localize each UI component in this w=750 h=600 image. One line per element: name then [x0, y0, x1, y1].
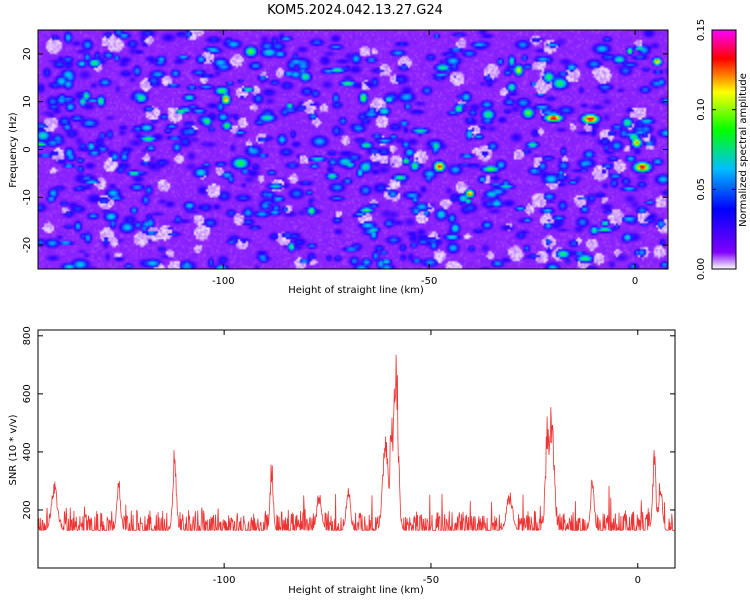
- snr-y-axis-label: SNR (10 * v/v): [8, 414, 19, 485]
- colorbar-tick-label: 0.05: [696, 178, 707, 200]
- snr-x-tick-label: -100: [213, 575, 236, 586]
- snr-y-ticks: 200 400 600 800: [22, 326, 675, 519]
- snr-y-tick-label: 400: [22, 442, 33, 461]
- heatmap-y-tick-label: 0: [22, 146, 33, 152]
- heatmap-y-tick-label: 20: [22, 48, 33, 61]
- heatmap-x-tick-label: 0: [632, 276, 638, 287]
- heatmap-panel: -100 -50 0 20 10 0 -10 -20 Height of straight …: [8, 29, 669, 296]
- heatmap-y-axis-label: Frequency (Hz): [8, 112, 19, 188]
- figure-title: KOM5.2024.042.13.27.G24: [267, 3, 443, 18]
- colorbar-gradient: [711, 29, 737, 270]
- snr-panel: -100 -50 0 200 400 600 800 Height of straight…: [8, 326, 676, 596]
- heatmap-x-axis-label: Height of straight line (km): [288, 285, 424, 296]
- snr-x-tick-label: 0: [635, 575, 641, 586]
- heatmap-y-ticks: 20 10 0 -10 -20: [22, 48, 668, 253]
- colorbar-tick-label: 0.00: [696, 258, 707, 280]
- heatmap-y-tick-label: -10: [22, 189, 33, 205]
- snr-x-tick-label: -50: [423, 575, 439, 586]
- colorbar-label: Normalized spectral amplitude: [738, 73, 749, 227]
- heatmap-y-tick-label: 10: [22, 95, 33, 108]
- colorbar-tick-label: 0.15: [696, 19, 707, 41]
- heatmap-x-tick-label: -100: [212, 276, 235, 287]
- colorbar-tick-label: 0.10: [696, 99, 707, 121]
- heatmap-x-tick-label: -50: [421, 276, 437, 287]
- snr-y-tick-label: 200: [22, 500, 33, 519]
- snr-y-tick-label: 600: [22, 384, 33, 403]
- colorbar-ticks: 0.00 0.05 0.10 0.15: [696, 19, 736, 280]
- snr-x-ticks: -100 -50 0: [213, 330, 641, 586]
- colorbar: 0.00 0.05 0.10 0.15 Normalized spectral amp…: [696, 19, 749, 280]
- snr-y-tick-label: 800: [22, 326, 33, 345]
- snr-x-axis-label: Height of straight line (km): [288, 585, 424, 596]
- heatmap-x-ticks: -100 -50 0: [212, 30, 638, 287]
- heatmap-y-tick-label: -20: [22, 237, 33, 253]
- snr-series-line: [38, 354, 675, 532]
- snr-frame: [37, 329, 676, 569]
- heatmap-image: [38, 30, 668, 269]
